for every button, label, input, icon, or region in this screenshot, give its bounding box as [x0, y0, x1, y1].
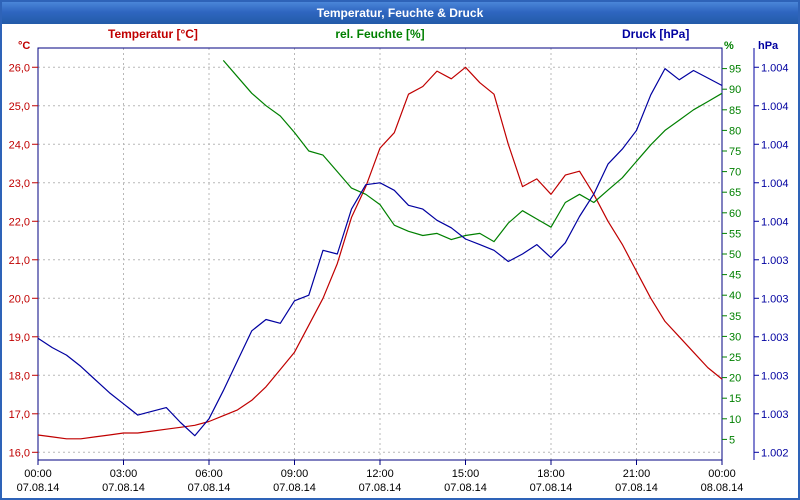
date-tick-label: 07.08.14 [444, 482, 487, 494]
humidity-tick-label: 90 [729, 84, 741, 96]
pressure-tick-label: 1.004 [761, 216, 789, 228]
chart-canvas: 26,0 25,0 24,0 23,0 22,0 21,0 20,0 19,0 18,0 17,0… [9, 47, 789, 494]
date-tick-label: 07.08.14 [17, 482, 60, 494]
time-tick-label: 15:00 [452, 468, 480, 480]
humidity-tick-label: 85 [729, 105, 741, 117]
series-line-pressure [37, 67, 723, 437]
date-tick-label: 07.08.14 [530, 482, 573, 494]
temp-tick-label: 17,0 [9, 409, 30, 421]
window-title: Temperatur, Feuchte & Druck [316, 6, 484, 20]
humidity-tick-label: 30 [729, 331, 741, 343]
pressure-tick-label: 1.003 [761, 370, 789, 382]
humidity-tick-label: 60 [729, 208, 741, 220]
humidity-tick-label: 10 [729, 414, 741, 426]
humidity-tick-label: 70 [729, 167, 741, 179]
temp-tick-label: 22,0 [9, 216, 30, 228]
time-tick-label: 00:00 [708, 468, 736, 480]
humidity-tick-label: 15 [729, 393, 741, 405]
humidity-tick-label: 5 [729, 434, 735, 446]
pressure-tick-label: 1.002 [761, 447, 789, 459]
time-tick-label: 00:00 [24, 468, 52, 480]
time-tick-label: 12:00 [366, 468, 394, 480]
pressure-tick-label: 1.004 [761, 62, 789, 74]
temp-tick-label: 23,0 [9, 178, 30, 190]
date-tick-label: 08.08.14 [701, 482, 744, 494]
humidity-tick-label: 55 [729, 228, 741, 240]
pressure-tick-label: 1.003 [761, 293, 789, 305]
temp-tick-label: 26,0 [9, 62, 30, 74]
humidity-tick-label: 80 [729, 125, 741, 137]
time-tick-label: 21:00 [623, 468, 651, 480]
date-tick-label: 07.08.14 [102, 482, 145, 494]
humidity-tick-label: 65 [729, 187, 741, 199]
pressure-tick-label: 1.004 [761, 101, 789, 113]
humidity-tick-label: 50 [729, 249, 741, 261]
time-tick-label: 06:00 [195, 468, 223, 480]
pressure-tick-label: 1.004 [761, 178, 789, 190]
temp-tick-label: 16,0 [9, 447, 30, 459]
temp-tick-label: 20,0 [9, 293, 30, 305]
humidity-tick-label: 20 [729, 373, 741, 385]
temp-tick-label: 18,0 [9, 370, 30, 382]
temp-tick-label: 25,0 [9, 101, 30, 113]
humidity-tick-label: 25 [729, 352, 741, 364]
series-line-humidity [222, 60, 723, 243]
temp-tick-label: 24,0 [9, 139, 30, 151]
pressure-tick-label: 1.004 [761, 139, 789, 151]
humidity-tick-label: 35 [729, 311, 741, 323]
date-tick-label: 07.08.14 [615, 482, 658, 494]
humidity-tick-label: 95 [729, 64, 741, 76]
date-tick-label: 07.08.14 [273, 482, 316, 494]
series-line-temperature [37, 66, 723, 440]
time-tick-label: 18:00 [537, 468, 565, 480]
pressure-tick-label: 1.003 [761, 255, 789, 267]
pressure-tick-label: 1.003 [761, 332, 789, 344]
pressure-tick-label: 1.003 [761, 409, 789, 421]
humidity-tick-label: 75 [729, 146, 741, 158]
temp-tick-label: 19,0 [9, 332, 30, 344]
temp-tick-label: 21,0 [9, 255, 30, 267]
time-tick-label: 03:00 [110, 468, 138, 480]
date-tick-label: 07.08.14 [188, 482, 231, 494]
date-tick-label: 07.08.14 [359, 482, 402, 494]
humidity-tick-label: 45 [729, 270, 741, 282]
title-bar: Temperatur, Feuchte & Druck [2, 2, 798, 24]
humidity-tick-label: 40 [729, 290, 741, 302]
time-tick-label: 09:00 [281, 468, 309, 480]
